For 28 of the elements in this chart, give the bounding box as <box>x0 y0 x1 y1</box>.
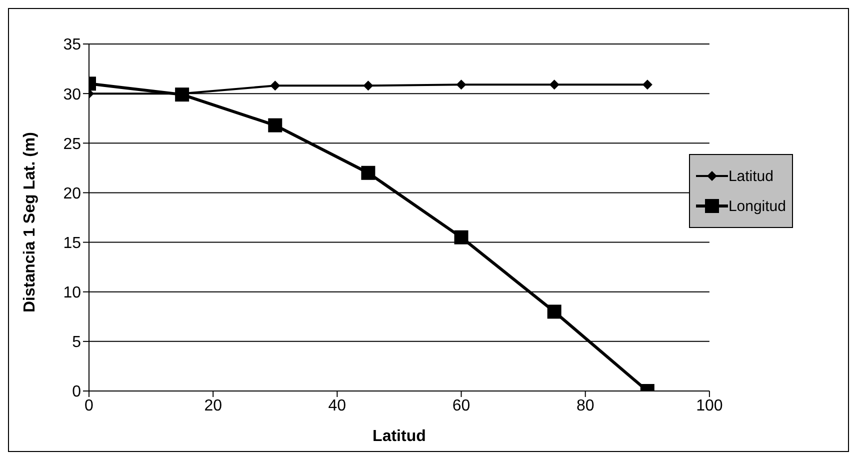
y-tick-label: 15 <box>63 234 82 252</box>
point <box>456 80 466 90</box>
point <box>549 80 560 90</box>
legend-label: Longitud <box>728 198 786 214</box>
point <box>268 118 282 132</box>
y-tick-label: 30 <box>63 86 82 104</box>
point <box>270 80 280 91</box>
legend-label: Latitud <box>728 168 774 184</box>
y-tick-label: 10 <box>63 284 82 302</box>
x-tick-label: 60 <box>452 397 470 414</box>
y-tick-label: 5 <box>72 334 82 352</box>
y-axis-title: Distancia 1 Seg Lat. (m) <box>22 132 39 312</box>
x-tick-label: 80 <box>576 397 594 414</box>
y-tick-label: 35 <box>63 36 82 54</box>
point <box>454 230 468 244</box>
point <box>363 80 374 91</box>
x-tick-label: 20 <box>204 397 222 414</box>
x-axis-title: Latitud <box>372 428 426 445</box>
point <box>175 88 190 102</box>
y-tick-label: 20 <box>63 185 82 202</box>
point <box>361 166 376 180</box>
x-tick-label: 100 <box>696 397 723 414</box>
x-tick-label: 0 <box>84 397 94 414</box>
point <box>642 80 652 90</box>
x-tick-label: 40 <box>328 397 346 414</box>
point <box>547 304 562 319</box>
y-tick-label: 0 <box>72 384 82 401</box>
y-tick-label: 25 <box>63 136 82 153</box>
